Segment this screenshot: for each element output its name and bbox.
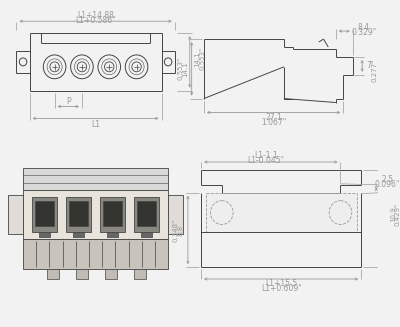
Text: L1+0.609": L1+0.609" [261,284,302,293]
Bar [32,197,57,232]
Text: 10.9: 10.9 [390,207,396,222]
Text: 0.329": 0.329" [351,27,376,37]
Bar [103,201,122,227]
Text: 14.1: 14.1 [194,51,200,67]
Bar [134,197,159,232]
Bar [73,232,84,237]
Text: 27.1: 27.1 [265,113,282,122]
Text: 0.553": 0.553" [199,47,205,70]
Bar [137,201,156,227]
Text: L1-1.1: L1-1.1 [254,150,278,160]
Bar [47,269,59,279]
Text: L1+15.5: L1+15.5 [265,280,297,288]
Bar [105,269,117,279]
Bar [134,269,146,279]
Bar [141,232,152,237]
Text: 0.277": 0.277" [372,59,378,82]
Bar [23,239,168,269]
Text: 0.553": 0.553" [177,57,183,80]
Bar [39,232,50,237]
Text: 7: 7 [366,61,371,70]
Text: 0.096": 0.096" [375,180,400,189]
Text: 14.1: 14.1 [182,61,188,77]
Bar [107,232,118,237]
Text: 8.4: 8.4 [358,23,370,32]
Bar [8,195,23,234]
Bar [66,197,91,232]
Text: L1+14.88: L1+14.88 [77,11,114,20]
Text: 0.429": 0.429" [395,203,400,226]
Text: 1.067": 1.067" [261,118,286,127]
Text: L1-0.045": L1-0.045" [248,156,285,164]
Bar [206,193,356,232]
Text: P: P [66,97,70,106]
Bar [23,168,168,190]
Bar [100,197,125,232]
Text: 2.5: 2.5 [382,175,394,184]
Bar [76,269,88,279]
Bar [168,195,183,234]
Bar [35,201,54,227]
Bar [23,190,168,239]
Text: 0.348": 0.348" [173,218,179,242]
Text: L1+0.586": L1+0.586" [75,16,116,25]
Text: L1: L1 [91,120,100,129]
Bar [69,201,88,227]
Text: 8.8: 8.8 [177,224,183,235]
